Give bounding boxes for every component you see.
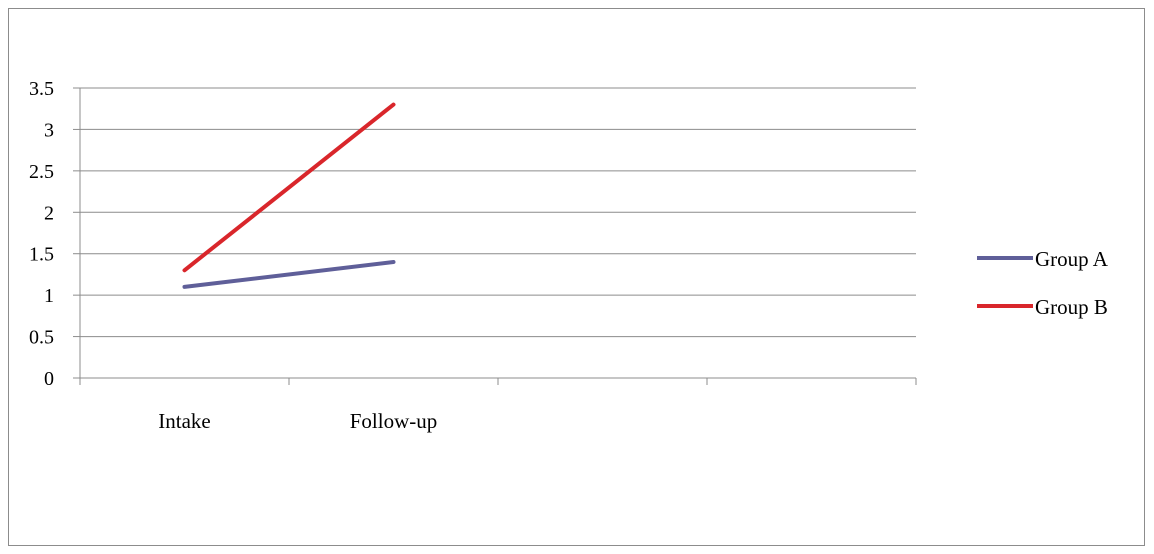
y-tick-label: 0.5 [29,327,54,349]
y-tick-label: 0 [44,368,54,390]
series-lines [182,102,396,289]
legend-label: Group B [1035,295,1108,319]
legend: Group A Group B [977,247,1109,319]
y-tick-label: 1 [44,285,54,307]
series-line [182,102,396,273]
x-tick-label: Intake [158,409,210,433]
y-axis-ticks: 0 0.5 1 1.5 2 2.5 3 3.5 [29,78,80,390]
legend-label: Group A [1035,247,1109,271]
y-tick-label: 2.5 [29,161,54,183]
x-axis-labels: Intake Follow-up [158,409,437,433]
series-line [182,260,396,289]
chart-frame [8,8,1145,546]
y-tick-label: 3.5 [29,78,54,100]
y-tick-label: 3 [44,119,54,141]
y-tick-label: 2 [44,202,54,224]
gridlines [80,87,916,338]
y-tick-label: 1.5 [29,244,54,266]
x-tick-label: Follow-up [350,409,438,433]
axes [79,88,917,385]
